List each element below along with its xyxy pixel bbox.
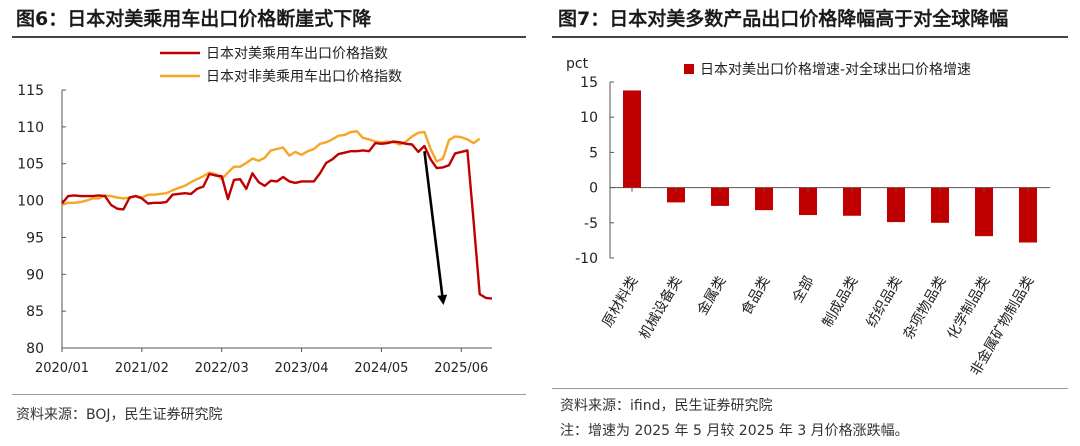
right-title-rule	[552, 36, 1068, 38]
bar-6	[843, 187, 861, 216]
bar-3	[711, 187, 729, 206]
x-tick-label: 2021/02	[115, 361, 169, 376]
bar-9	[975, 187, 993, 237]
legend-swatch	[684, 64, 694, 74]
x-tick-label: 2020/01	[35, 361, 89, 376]
y-axis-unit-label: pct	[566, 56, 589, 72]
legend-label: 日本对美乘用车出口价格指数	[206, 45, 388, 62]
x-tick-label: 2022/03	[195, 361, 249, 376]
right-panel-title: 图7：日本对美多数产品出口价格降幅高于对全球降幅	[558, 8, 1009, 30]
y-tick-label: 0	[589, 181, 598, 197]
x-tick-label: 2023/04	[275, 361, 329, 376]
non-us-series-line	[61, 130, 481, 207]
bar-8	[931, 187, 949, 223]
right-footnote: 注：增速为 2025 年 5 月较 2025 年 3 月价格涨跌幅。	[560, 423, 909, 439]
y-tick-label: 10	[580, 110, 598, 126]
category-label: 原材料类	[600, 274, 642, 330]
left-panel-title: 图6：日本对美乘用车出口价格断崖式下降	[16, 8, 372, 30]
category-label: 纺织品类	[864, 274, 906, 330]
bar-7	[887, 187, 905, 223]
left-line-chart: 80 85 90 95 100 105 110 115 2020/01 2021/02 2022/0…	[17, 45, 493, 376]
left-source-note: 资料来源：BOJ，民生证券研究院	[16, 407, 223, 423]
category-label: 食品类	[738, 273, 774, 318]
y-tick-label: 15	[580, 75, 598, 91]
y-tick-label: 90	[26, 267, 44, 283]
left-title-rule	[12, 36, 526, 38]
category-label: 制成品类	[820, 274, 862, 330]
category-label: 金属类	[695, 274, 730, 318]
bar-1	[623, 90, 641, 188]
category-label: 机械设备类	[636, 273, 686, 342]
y-tick-label: 100	[17, 194, 44, 210]
down-arrow-annotation	[423, 151, 448, 306]
y-tick-label: 105	[17, 157, 44, 173]
bar-10	[1019, 187, 1037, 243]
y-tick-label: 85	[26, 304, 44, 320]
y-tick-label: -10	[575, 251, 598, 267]
category-label: 杂项物品类	[901, 274, 950, 343]
right-source-rule	[552, 388, 1068, 389]
bar-5	[799, 187, 817, 216]
x-tick-label: 2025/06	[434, 361, 488, 376]
y-tick-label: 80	[26, 341, 44, 357]
right-source-note: 资料来源：ifind，民生证券研究院	[560, 398, 773, 414]
bar-2	[667, 187, 685, 203]
us-series-line	[61, 140, 493, 300]
legend-label: 日本对非美乘用车出口价格指数	[206, 68, 402, 85]
category-label: 化学制品类	[945, 274, 994, 343]
y-tick-label: -5	[584, 216, 598, 232]
legend-label: 日本对美出口价格增速-对全球出口价格增速	[700, 61, 971, 78]
y-tick-label: 5	[589, 145, 598, 161]
category-label: 全部	[789, 273, 818, 306]
left-source-rule	[12, 394, 526, 395]
y-tick-label: 115	[17, 83, 44, 99]
x-tick-label: 2024/05	[354, 361, 408, 376]
bar-4	[755, 187, 773, 211]
y-tick-label: 110	[17, 120, 44, 136]
y-tick-label: 95	[26, 230, 44, 246]
